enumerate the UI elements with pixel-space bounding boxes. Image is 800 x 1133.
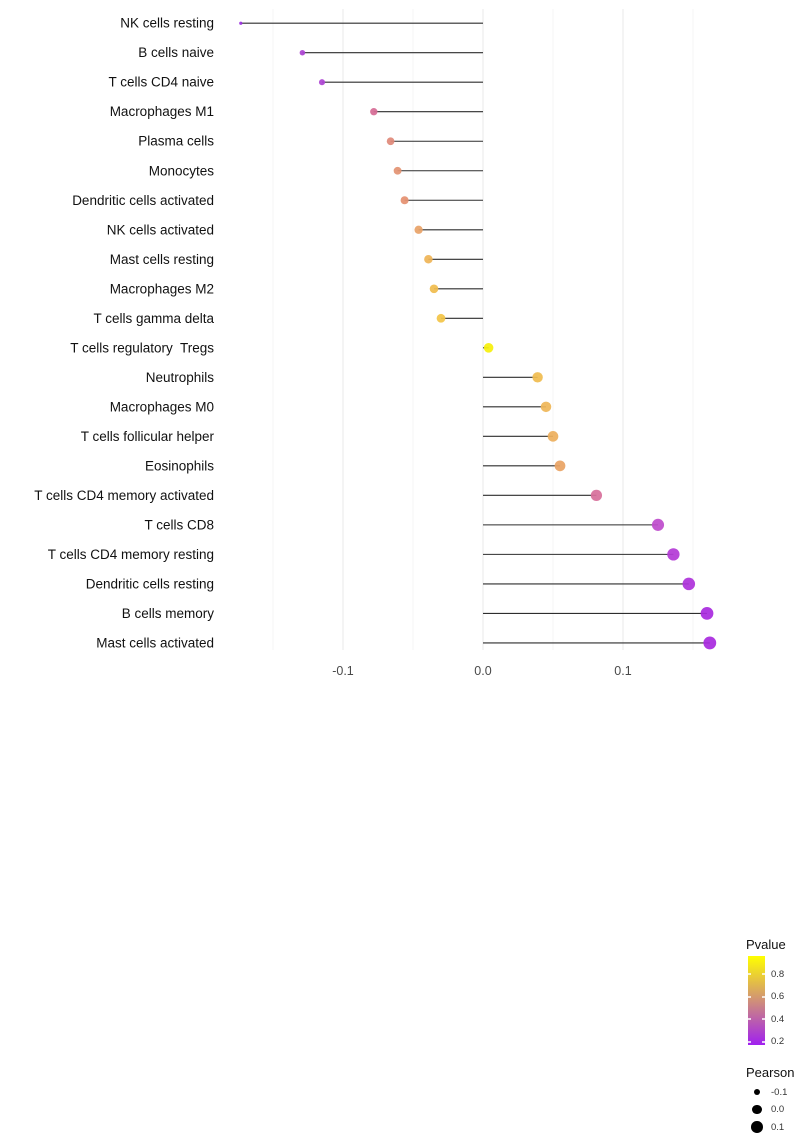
data-point bbox=[299, 49, 306, 56]
y-axis-label: T cells CD4 memory activated bbox=[34, 488, 214, 503]
data-point bbox=[370, 108, 378, 116]
chart-canvas: NK cells resting B cells naive T cells CD4… bbox=[34, 9, 717, 678]
data-point bbox=[700, 607, 714, 620]
y-axis-label: Macrophages M2 bbox=[110, 281, 214, 296]
x-axis-tick-label: 0.1 bbox=[614, 664, 631, 678]
pearson-size-dot bbox=[753, 1088, 761, 1096]
data-point bbox=[318, 79, 326, 86]
y-axis-label: Macrophages M1 bbox=[110, 104, 214, 119]
lollipop-chart-figure: NK cells resting B cells naive T cells CD4… bbox=[34, 9, 794, 1133]
data-point bbox=[239, 21, 243, 25]
pvalue-tick-label: 0.8 bbox=[771, 968, 785, 980]
x-axis-tick-label: 0.0 bbox=[474, 664, 491, 678]
data-point bbox=[414, 225, 423, 234]
pvalue-tick-label: 0.2 bbox=[771, 1036, 785, 1048]
y-axis-label: Mast cells activated bbox=[96, 635, 214, 650]
data-point bbox=[393, 166, 402, 175]
data-point bbox=[590, 489, 603, 502]
gradient-tick-mark bbox=[762, 995, 765, 998]
gradient-tick-mark bbox=[748, 973, 751, 976]
gradient-tick-mark bbox=[762, 1040, 765, 1043]
data-point bbox=[540, 401, 552, 413]
y-axis-label: Dendritic cells activated bbox=[72, 193, 214, 208]
y-axis-label: Neutrophils bbox=[146, 370, 215, 385]
data-point bbox=[703, 636, 717, 650]
y-axis-label: T cells regulatory Tregs bbox=[70, 340, 214, 355]
gradient-tick-mark bbox=[762, 1018, 765, 1021]
data-point bbox=[532, 372, 543, 383]
y-axis-label: T cells gamma delta bbox=[93, 311, 214, 326]
data-point bbox=[682, 577, 696, 591]
pearson-size-label: 0.0 bbox=[771, 1104, 785, 1115]
x-axis-tick-label: -0.1 bbox=[332, 664, 354, 678]
y-axis-label: NK cells resting bbox=[120, 16, 214, 31]
pearson-size-label: 0.1 bbox=[771, 1121, 785, 1133]
gradient-tick-mark bbox=[748, 995, 751, 998]
data-point bbox=[424, 255, 433, 264]
data-point bbox=[429, 284, 439, 294]
y-axis-label: T cells CD4 memory resting bbox=[48, 547, 214, 562]
y-axis-label: NK cells activated bbox=[107, 222, 214, 237]
y-axis-label: Monocytes bbox=[149, 163, 215, 178]
pvalue-legend-title: Pvalue bbox=[746, 937, 786, 952]
y-axis-label: T cells CD4 naive bbox=[108, 75, 214, 90]
pearson-size-dot bbox=[752, 1104, 762, 1115]
data-point bbox=[651, 518, 665, 531]
y-axis-label: B cells memory bbox=[122, 606, 215, 621]
data-point bbox=[483, 343, 494, 353]
data-point bbox=[400, 196, 409, 205]
y-axis-label: B cells naive bbox=[138, 45, 214, 60]
pvalue-tick-label: 0.6 bbox=[771, 991, 785, 1003]
data-point bbox=[554, 460, 566, 472]
gradient-tick-mark bbox=[762, 973, 765, 976]
y-axis-label: Dendritic cells resting bbox=[86, 576, 214, 591]
gradient-tick-mark bbox=[748, 1018, 751, 1021]
gradient-tick-mark bbox=[748, 1040, 751, 1043]
y-axis-label: T cells follicular helper bbox=[81, 429, 215, 444]
y-axis-label: Plasma cells bbox=[138, 134, 214, 149]
pvalue-gradient-bar bbox=[748, 956, 765, 1045]
pearson-size-dot bbox=[751, 1121, 763, 1133]
y-axis-label: Mast cells resting bbox=[110, 252, 214, 267]
y-axis-label: Macrophages M0 bbox=[110, 399, 214, 414]
pearson-size-label: -0.1 bbox=[771, 1086, 788, 1098]
data-point bbox=[547, 431, 559, 442]
y-axis-label: T cells CD8 bbox=[144, 517, 214, 532]
pearson-legend-title: Pearson bbox=[746, 1065, 795, 1080]
data-point bbox=[386, 137, 395, 146]
data-point bbox=[436, 313, 446, 323]
y-axis-label: Eosinophils bbox=[145, 458, 214, 473]
data-point bbox=[667, 548, 680, 561]
pvalue-tick-label: 0.4 bbox=[771, 1013, 785, 1025]
